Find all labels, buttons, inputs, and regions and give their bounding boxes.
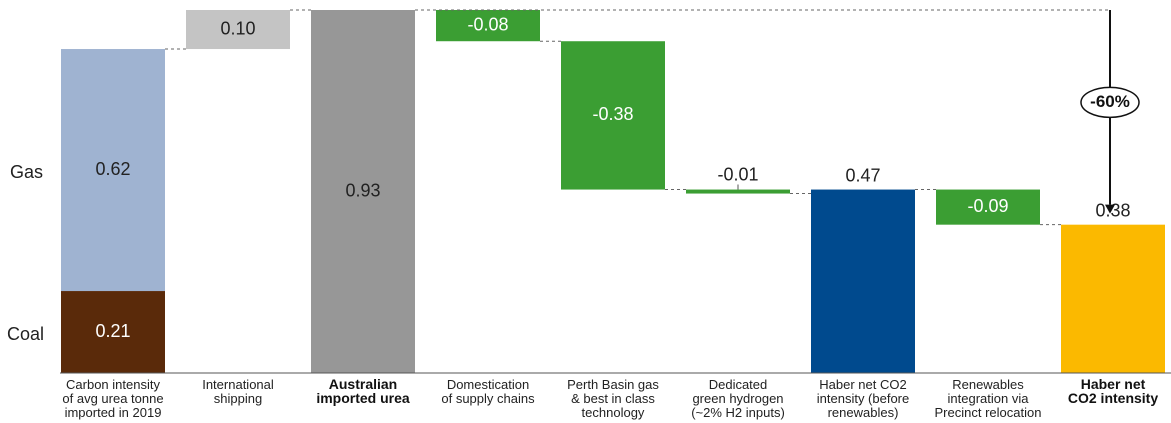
category-label: Australian imported urea	[316, 376, 410, 406]
bar-label: -0.38	[592, 104, 633, 124]
reduction-annotation: -60%	[415, 9, 1140, 214]
bar-segment-coal	[61, 291, 165, 373]
category-label: Haber net CO2 intensity (before renewables…	[817, 377, 910, 420]
bar-delta	[686, 189, 790, 194]
bar-label: 0.38	[1095, 200, 1130, 220]
category-label: Carbon intensity of avg urea tonne importe…	[62, 377, 163, 420]
category-label: Dedicated green hydrogen (~2% H2 inputs)	[691, 377, 785, 420]
row-label-gas: Gas	[10, 162, 43, 182]
category-label: Perth Basin gas & best in class technology	[567, 377, 659, 420]
bar-label: 0.10	[220, 18, 255, 38]
bar-delta	[936, 189, 1040, 225]
annotation-oval	[1080, 86, 1140, 119]
bars-group	[61, 10, 1165, 373]
category-label: Renewables integration via Precinct reloca…	[935, 377, 1042, 420]
row-label-coal: Coal	[7, 324, 44, 344]
bar-delta	[436, 10, 540, 42]
bar-total	[311, 10, 415, 373]
category-label: Haber net CO2 intensity	[1068, 376, 1158, 406]
reduction-percent-label: -60%	[1090, 92, 1130, 111]
bar-segment-label: 0.62	[95, 159, 130, 179]
bar-segment-gas	[61, 49, 165, 292]
bar-label: -0.01	[717, 164, 758, 184]
bar-label: 0.47	[845, 165, 880, 185]
bar-label: -0.08	[467, 14, 508, 34]
bar-total	[811, 189, 915, 373]
category-label: Domestication of supply chains	[441, 377, 535, 406]
bar-delta	[186, 10, 290, 50]
bar-segment-label: 0.21	[95, 321, 130, 341]
category-labels: Carbon intensity of avg urea tonne importe…	[62, 376, 1158, 420]
bar-delta	[561, 41, 665, 190]
bar-label: -0.09	[967, 196, 1008, 216]
category-label: International shipping	[202, 377, 274, 406]
value-labels: 0.21 0.62 0.10 0.93 -0.08 -0.38 -0.01 0.47 -0.09…	[95, 14, 1130, 340]
arrow-head-icon	[1105, 204, 1115, 214]
bar-total	[1061, 224, 1165, 373]
bar-label: 0.93	[345, 180, 380, 200]
